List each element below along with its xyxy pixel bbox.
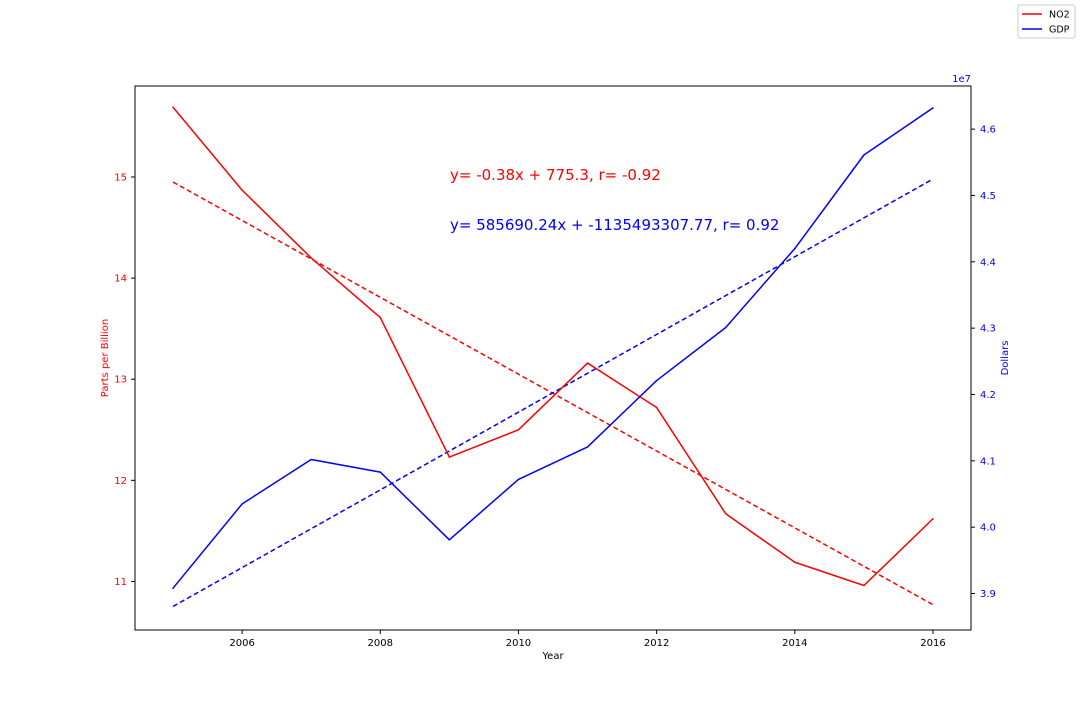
data-point-no2: [310, 257, 312, 259]
y-right-tick-label: 4.1: [980, 456, 996, 467]
regression-annotation: y= -0.38x + 775.3, r= -0.92: [450, 166, 661, 184]
x-tick-label: 2016: [920, 638, 945, 649]
y-left-tick-label: 13: [114, 375, 127, 386]
y-left-tick-label: 11: [114, 577, 127, 588]
x-tick-label: 2006: [229, 638, 254, 649]
data-point-no2: [655, 406, 658, 409]
y-right-tick-label: 4.3: [980, 324, 996, 335]
series-line-no2: [172, 106, 934, 587]
y-right-tick-label: 4.4: [980, 257, 996, 268]
y-right-tick-label: 4.6: [980, 125, 996, 136]
data-point-gdp: [794, 247, 796, 250]
regression-annotation: y= 585690.24x + -1135493307.77, r= 0.92: [450, 216, 779, 234]
data-point-gdp: [655, 379, 658, 382]
data-point-no2: [172, 106, 174, 109]
plot-frame: [134, 85, 972, 631]
data-point-gdp: [379, 471, 382, 473]
legend-label-no2: NO2: [1049, 10, 1070, 21]
x-axis-label: Year: [541, 651, 564, 662]
data-point-gdp: [863, 154, 865, 156]
data-point-no2: [379, 316, 382, 319]
data-point-gdp: [310, 458, 312, 461]
y-left-tick-label: 14: [114, 274, 127, 285]
data-point-gdp: [724, 326, 727, 329]
x-tick-label: 2010: [506, 638, 531, 649]
data-point-gdp: [586, 446, 589, 448]
data-point-no2: [586, 362, 589, 364]
data-point-no2: [724, 512, 727, 515]
x-tick-label: 2014: [782, 638, 807, 649]
trendline-right: [172, 178, 934, 608]
y-left-axis-label: Parts per Billion: [100, 319, 111, 397]
data-point-no2: [863, 584, 865, 587]
data-point-no2: [794, 561, 796, 564]
data-point-gdp: [172, 587, 174, 590]
series-line-gdp: [172, 107, 934, 589]
data-point-no2: [241, 189, 243, 191]
data-point-no2: [448, 456, 451, 458]
y-right-axis-multiplier: 1e7: [952, 74, 971, 85]
data-point-gdp: [241, 503, 243, 505]
data-point-gdp: [448, 538, 451, 541]
y-right-axis-label: Dollars: [1000, 341, 1011, 376]
x-tick-label: 2008: [368, 638, 393, 649]
x-tick-label: 2012: [644, 638, 669, 649]
y-right-tick-label: 4.2: [980, 390, 996, 401]
data-point-gdp: [932, 107, 934, 109]
y-right-tick-label: 4.5: [980, 191, 996, 202]
y-left-tick-label: 12: [114, 476, 127, 487]
legend-label-gdp: GDP: [1049, 25, 1070, 36]
y-right-tick-label: 3.9: [980, 589, 996, 600]
y-left-tick-label: 15: [114, 173, 127, 184]
data-point-no2: [932, 517, 934, 520]
y-right-tick-label: 4.0: [980, 523, 996, 534]
data-point-no2: [517, 428, 520, 431]
data-point-gdp: [517, 478, 520, 481]
